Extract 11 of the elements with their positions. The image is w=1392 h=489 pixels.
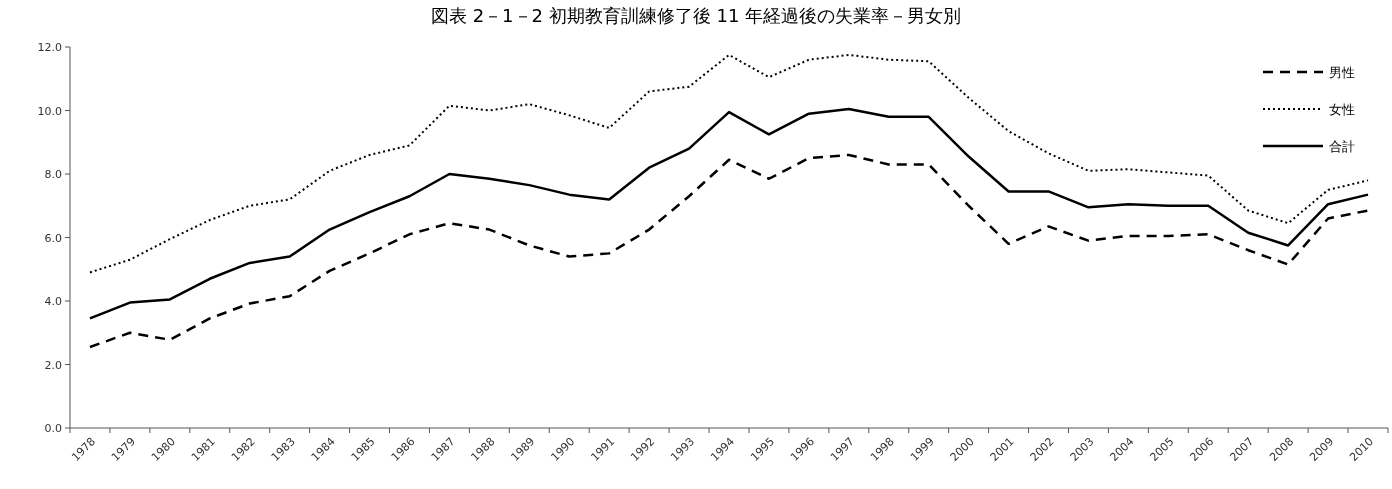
y-tick-label: 0.0 — [44, 422, 62, 435]
legend-label: 合計 — [1329, 139, 1355, 154]
y-tick-label: 2.0 — [44, 358, 62, 372]
y-tick-label: 10.0 — [37, 104, 62, 118]
chart-title: 図表 2－1－2 初期教育訓練修了後 11 年経過後の失業率－男女別 — [430, 5, 962, 26]
y-tick-label: 8.0 — [44, 168, 62, 181]
legend-label: 女性 — [1329, 102, 1355, 117]
legend-label: 男性 — [1329, 65, 1355, 80]
y-tick-label: 12.0 — [37, 41, 62, 54]
y-tick-label: 4.0 — [44, 295, 62, 308]
y-tick-label: 6.0 — [44, 231, 62, 245]
